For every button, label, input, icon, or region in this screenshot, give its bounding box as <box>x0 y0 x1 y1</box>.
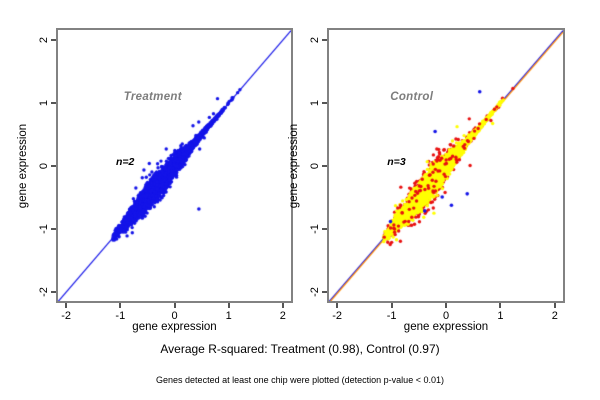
y-axis-tick-label: -2 <box>38 287 50 298</box>
x-axis-tick-mark <box>445 303 447 308</box>
y-axis-tick-label: -1 <box>38 224 50 235</box>
y-axis-tick-label: 2 <box>38 37 50 44</box>
y-axis-tick-label: -2 <box>309 287 321 298</box>
x-axis-tick-mark <box>65 303 68 308</box>
x-axis-tick-label: -2 <box>332 310 343 322</box>
treatment-scatter-canvas <box>58 30 291 301</box>
y-axis-tick-mark <box>51 228 56 231</box>
y-axis-tick-label: 2 <box>309 37 321 44</box>
y-axis-tick-label: 0 <box>38 163 50 170</box>
x-axis-tick-label: -1 <box>115 310 126 322</box>
y-axis-tick-label: 1 <box>38 100 50 107</box>
x-axis-tick-mark <box>553 303 556 308</box>
y-axis-tick-mark <box>322 102 327 105</box>
treatment-panel-label: Treatment <box>123 90 182 103</box>
y-axis-tick-mark <box>51 165 56 168</box>
x-axis-tick-label: 1 <box>497 310 504 322</box>
y-axis-tick-mark <box>51 39 56 42</box>
control-panel-label: Control <box>390 90 434 103</box>
x-axis-tick-label: -1 <box>386 310 397 322</box>
y-axis-tick-mark <box>322 228 327 231</box>
y-axis-tick-mark <box>51 291 56 294</box>
x-axis-tick-label: 0 <box>171 310 178 322</box>
control-n-annotation: n=3 <box>387 156 406 169</box>
treatment-y-axis-label: gene expression <box>17 123 29 208</box>
x-axis-tick-mark <box>390 303 393 308</box>
x-axis-tick-mark <box>119 303 122 308</box>
treatment-x-axis-label: gene expression <box>132 321 217 333</box>
control-y-axis-label: gene expression <box>288 123 300 208</box>
x-axis-tick-mark <box>281 303 284 308</box>
y-axis-tick-mark <box>51 102 56 105</box>
x-axis-tick-label: -2 <box>61 310 72 322</box>
treatment-n-annotation: n=2 <box>115 156 135 169</box>
detection-note-caption: Genes detected at least one chip were pl… <box>156 375 444 385</box>
y-axis-tick-label: -1 <box>309 224 321 235</box>
y-axis-tick-label: 1 <box>309 100 321 107</box>
y-axis-tick-mark <box>322 165 327 168</box>
x-axis-tick-mark <box>227 303 230 308</box>
x-axis-tick-mark <box>336 303 339 308</box>
control-scatter-canvas <box>329 30 563 301</box>
x-axis-tick-label: 1 <box>225 310 232 322</box>
x-axis-tick-mark <box>499 303 502 308</box>
x-axis-tick-label: 0 <box>442 310 450 322</box>
x-axis-tick-label: 2 <box>551 310 558 322</box>
x-axis-tick-label: 2 <box>279 310 286 322</box>
y-axis-tick-mark <box>322 291 327 294</box>
y-axis-tick-mark <box>322 39 327 42</box>
y-axis-tick-label: 0 <box>309 163 321 170</box>
r-squared-caption: Average R-squared: Treatment (0.98), Con… <box>160 342 440 356</box>
control-x-axis-label: gene expression <box>403 321 489 333</box>
x-axis-tick-mark <box>173 303 176 308</box>
